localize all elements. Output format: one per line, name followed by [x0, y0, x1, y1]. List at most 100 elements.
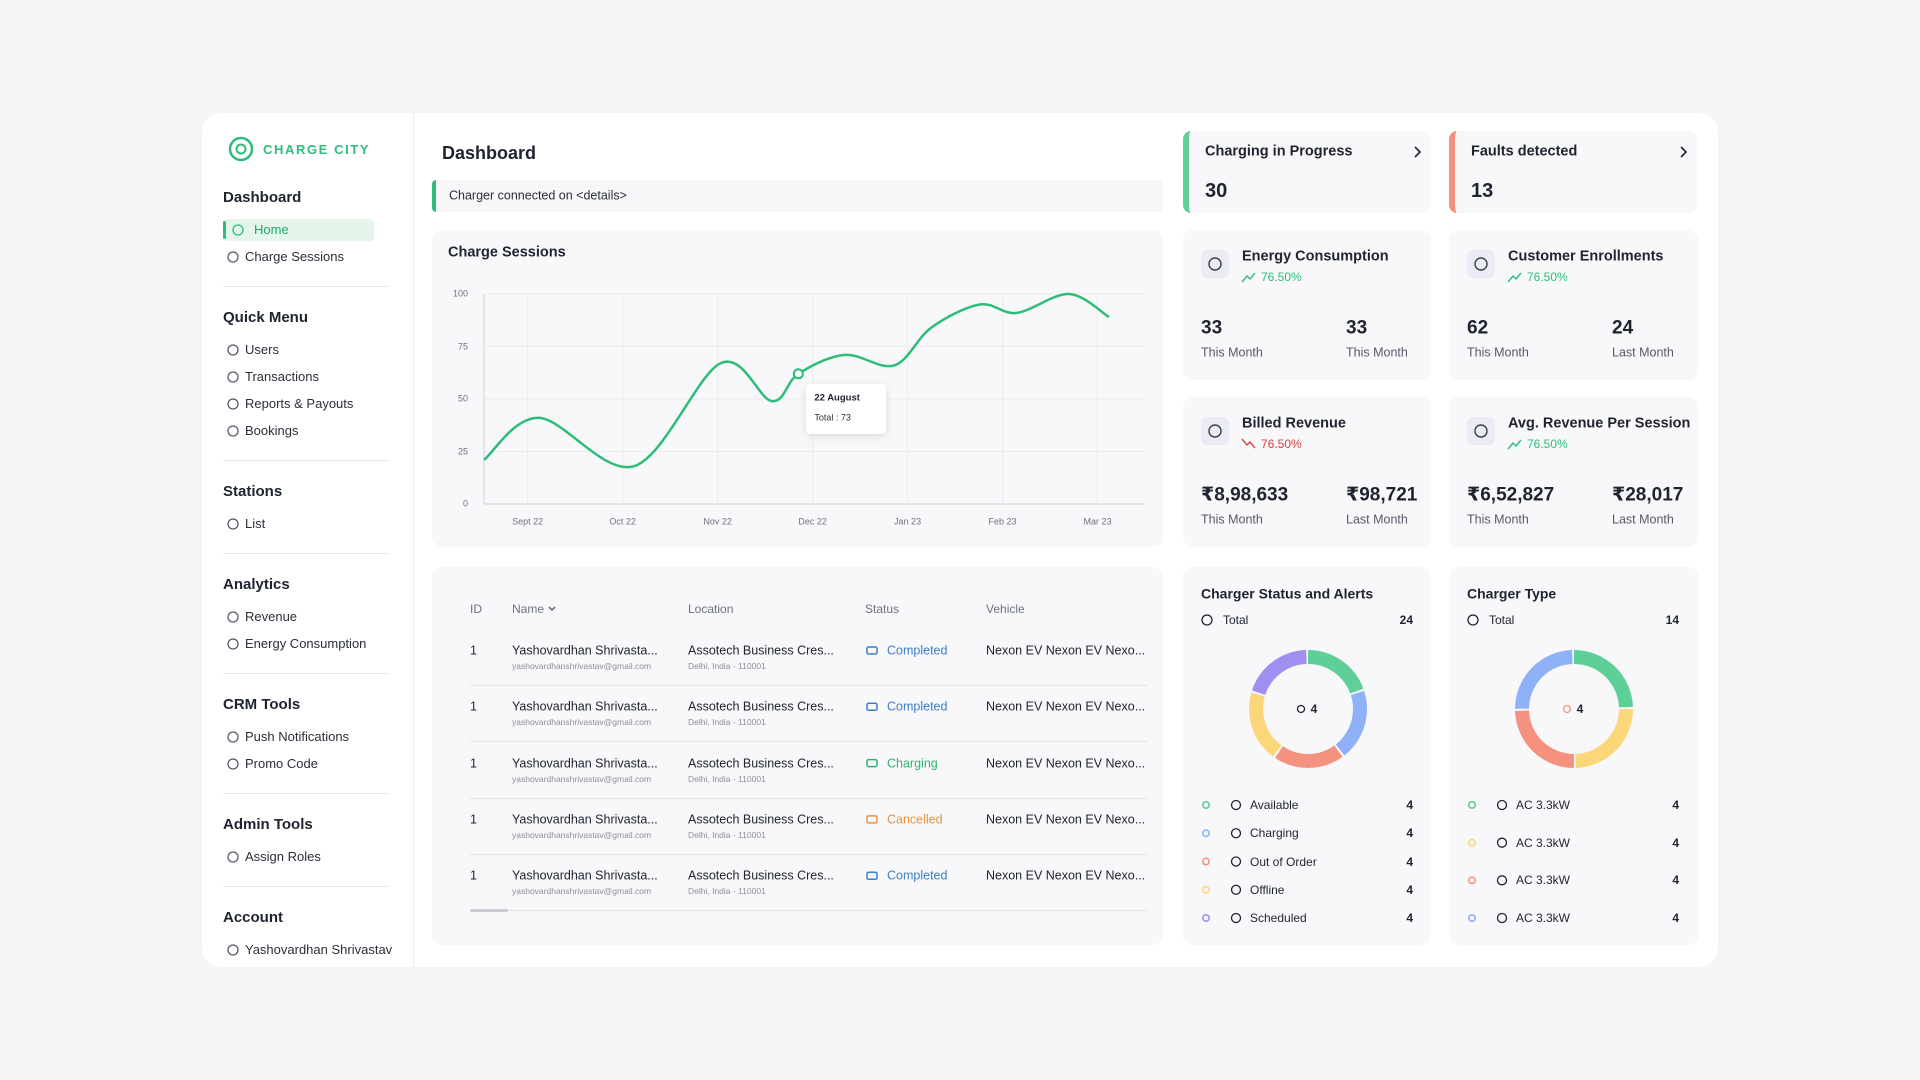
sidebar-divider — [223, 793, 389, 794]
cell-vehicle: Nexon EV Nexon EV Nexo... — [986, 812, 1146, 827]
menu-item[interactable]: Energy Consumption — [245, 636, 367, 652]
y-tick-label: 75 — [457, 341, 468, 352]
column-header: Location — [688, 601, 734, 616]
legend-value: 4 — [1672, 910, 1679, 925]
cell-id: 1 — [470, 699, 477, 714]
cell-id: 1 — [470, 756, 477, 771]
menu-item[interactable]: Revenue — [245, 609, 298, 625]
menu-item[interactable]: Assign Roles — [245, 849, 321, 865]
cell-location: Assotech Business Cres... — [688, 699, 834, 714]
summary-card[interactable] — [1449, 131, 1697, 213]
menu-item[interactable]: Users — [245, 342, 279, 358]
chart-title: Charge Sessions — [448, 244, 566, 261]
metric-icon-box — [1201, 417, 1229, 445]
scrollbar-thumb — [470, 909, 508, 912]
legend-value: 4 — [1406, 797, 1413, 812]
menu-item[interactable]: Transactions — [245, 369, 319, 385]
metric-label: This Month — [1467, 345, 1529, 360]
cell-id: 1 — [470, 812, 477, 827]
metric-icon-box — [1467, 417, 1495, 445]
summary-card[interactable] — [1183, 131, 1431, 213]
menu-item[interactable]: Push Notifications — [245, 729, 350, 745]
cell-id: 1 — [470, 868, 477, 883]
donut-title: Charger Status and Alerts — [1201, 585, 1374, 602]
legend-label: Scheduled — [1250, 910, 1307, 925]
active-item-bar — [223, 221, 226, 239]
metric-icon-box — [1467, 250, 1495, 278]
donut-title: Charger Type — [1467, 585, 1557, 602]
sidebar-divider — [223, 673, 389, 674]
cell-address: Delhi, India - 110001 — [688, 717, 766, 728]
x-tick-label: Nov 22 — [703, 516, 732, 527]
menu-item[interactable]: Reports & Payouts — [245, 396, 354, 412]
notice-bar — [432, 180, 1163, 212]
cell-address: Delhi, India - 110001 — [688, 886, 766, 897]
metric-icon-box — [1201, 250, 1229, 278]
metric-value: 62 — [1467, 317, 1489, 339]
sidebar-divider — [223, 553, 389, 554]
column-header: ID — [470, 601, 482, 616]
cell-id: 1 — [470, 643, 477, 658]
cell-status: Completed — [887, 699, 948, 714]
metric-label: Last Month — [1346, 512, 1408, 527]
menu-item[interactable]: List — [245, 516, 266, 532]
sidebar-section-title: Account — [223, 909, 283, 926]
menu-item[interactable]: Bookings — [245, 423, 299, 439]
summary-value: 30 — [1205, 180, 1228, 202]
cell-location: Assotech Business Cres... — [688, 868, 834, 883]
menu-item[interactable]: Home — [254, 222, 289, 238]
metric-title: Customer Enrollments — [1508, 248, 1664, 265]
row-divider — [470, 910, 1147, 912]
cell-vehicle: Nexon EV Nexon EV Nexo... — [986, 756, 1146, 771]
cell-email: yashovardhanshrivastav@gmail.com — [512, 886, 652, 897]
cell-vehicle: Nexon EV Nexon EV Nexo... — [986, 699, 1146, 714]
sidebar-section-title: Analytics — [223, 576, 290, 593]
menu-item[interactable]: Charge Sessions — [245, 249, 344, 265]
cell-status: Cancelled — [887, 812, 943, 827]
sidebar-section-title: Dashboard — [223, 189, 302, 206]
legend-value: 4 — [1672, 797, 1679, 812]
cell-status: Charging — [887, 756, 938, 771]
cell-location: Assotech Business Cres... — [688, 643, 834, 658]
cell-name: Yashovardhan Shrivasta... — [512, 756, 658, 771]
total-value: 14 — [1665, 612, 1679, 627]
metric-trend: 76.50% — [1527, 269, 1568, 284]
metric-label: Last Month — [1612, 512, 1674, 527]
summary-value: 13 — [1471, 180, 1494, 202]
sidebar-divider — [223, 286, 389, 287]
donut-card — [1183, 567, 1431, 945]
row-divider — [470, 741, 1147, 743]
sidebar-section-title: Quick Menu — [223, 309, 309, 326]
total-label: Total — [1223, 612, 1249, 627]
cell-address: Delhi, India - 110001 — [688, 660, 766, 671]
column-header: Status — [865, 601, 900, 616]
cell-email: yashovardhanshrivastav@gmail.com — [512, 829, 652, 840]
legend-label: Out of Order — [1250, 854, 1317, 869]
row-divider — [470, 853, 1147, 855]
menu-item[interactable]: Yashovardhan Shrivastav — [245, 942, 393, 958]
menu-item[interactable]: Promo Code — [245, 756, 318, 772]
metric-label: This Month — [1467, 512, 1529, 527]
metric-value: ₹98,721 — [1346, 484, 1418, 506]
y-tick-label: 50 — [457, 393, 468, 404]
column-header[interactable]: Name — [512, 601, 545, 616]
metric-value: 24 — [1612, 317, 1634, 339]
page-title: Dashboard — [442, 143, 537, 164]
metric-trend: 76.50% — [1527, 436, 1568, 451]
metric-label: This Month — [1346, 345, 1408, 360]
notice-text: Charger connected on <details> — [449, 188, 627, 203]
legend-value: 4 — [1406, 882, 1413, 897]
y-tick-label: 25 — [457, 446, 468, 457]
row-divider — [470, 797, 1147, 799]
legend-value: 4 — [1672, 835, 1679, 850]
y-tick-label: 100 — [452, 288, 468, 299]
donut-center: 4 — [1310, 701, 1318, 716]
sidebar-section-title: Stations — [223, 483, 283, 500]
legend-value: 4 — [1406, 826, 1413, 841]
cell-status: Completed — [887, 643, 948, 658]
cell-location: Assotech Business Cres... — [688, 756, 834, 771]
metric-trend: 76.50% — [1261, 436, 1302, 451]
cell-name: Yashovardhan Shrivasta... — [512, 868, 658, 883]
